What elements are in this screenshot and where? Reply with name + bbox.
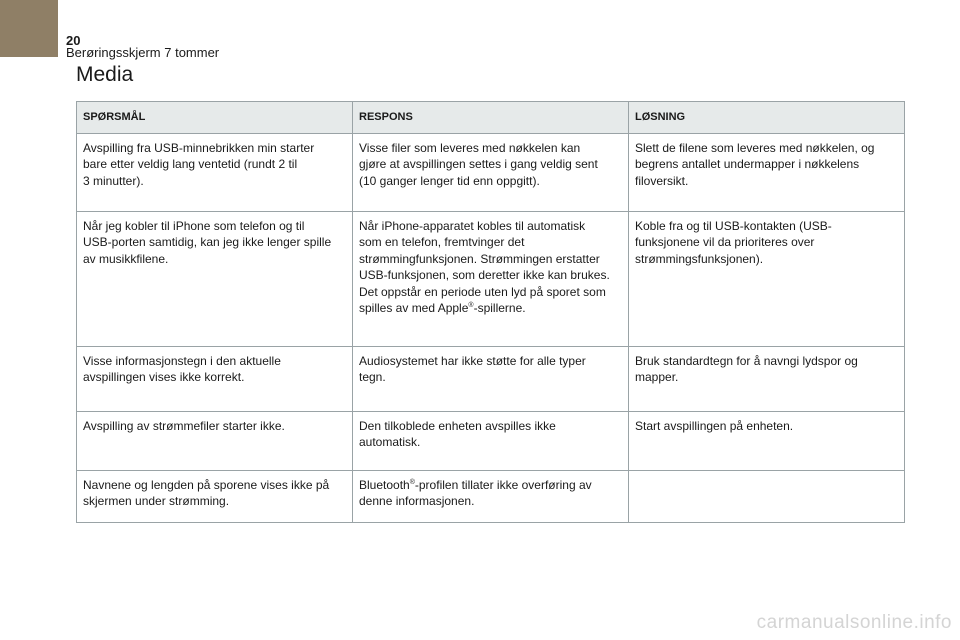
cell-line: Bruk standardtegn for å navngi lydspor o… — [635, 353, 858, 368]
cell-line: begrens antallet undermapper i nøkkelens — [635, 157, 860, 171]
cell-line: (10 ganger lenger tid enn oppgitt). — [359, 173, 540, 188]
cell-line: 3 minutter). — [83, 173, 144, 188]
cell-line: strømmingsfunksjonen). — [635, 251, 764, 266]
table-row: Visse informasjonstegn i den aktuelle avs… — [76, 345, 905, 412]
cell-response: Bluetooth®-profilen tillater ikke overfø… — [352, 469, 629, 523]
cell-line: denne informasjonen. — [359, 494, 475, 508]
header-solution: LØSNING — [628, 101, 905, 134]
cell-line: Når iPhone-apparatet kobles til automati… — [359, 218, 586, 233]
cell-question: Avspilling av strømmefiler starter ikke. — [76, 410, 353, 471]
cell-line: gjøre at avspillingen settes i gang veld… — [359, 157, 598, 171]
cell-line: bare etter veldig lang ventetid (rundt 2… — [83, 157, 298, 171]
cell-line: mapper. — [635, 370, 679, 384]
cell-response: Visse filer som leveres med nøkkelen kan… — [352, 132, 629, 212]
cell-response: Audiosystemet har ikke støtte for alle t… — [352, 345, 629, 412]
cell-line: Avspilling fra USB-minnebrikken min star… — [83, 140, 315, 155]
cell-response: Når iPhone-apparatet kobles til automati… — [352, 210, 629, 347]
cell-response: Den tilkoblede enheten avspilles ikke aut… — [352, 410, 629, 471]
table-row: Når jeg kobler til iPhone som telefon og… — [76, 210, 905, 347]
cell-line: Det oppstår en periode uten lyd på spore… — [359, 284, 606, 299]
cell-line: Navnene og lengden på sporene vises ikke… — [83, 477, 330, 492]
cell-line: Audiosystemet har ikke støtte for alle t… — [359, 353, 586, 368]
cell-line: USB-porten samtidig, kan jeg ikke lenger… — [83, 235, 332, 249]
cell-line: spilles av med Apple®-spillerne. — [359, 301, 526, 315]
cell-line: skjermen under strømming. — [83, 494, 230, 508]
troubleshooting-table: SPØRSMÅL RESPONS LØSNING Avspilling fra … — [76, 101, 905, 523]
header-question: SPØRSMÅL — [76, 101, 353, 134]
cell-line: avspillingen vises ikke korrekt. — [83, 370, 245, 384]
cell-line: automatisk. — [359, 435, 421, 449]
cell-line: strømmingfunksjonen. Strømmingen erstatt… — [359, 251, 600, 266]
table-row: Avspilling av strømmefiler starter ikke.… — [76, 410, 905, 471]
cell-line: Start avspillingen på enheten. — [635, 418, 794, 433]
cell-line: Slett de filene som leveres med nøkkelen… — [635, 140, 875, 155]
section-title: Berøringsskjerm 7 tommer — [66, 45, 220, 60]
cell-solution: Slett de filene som leveres med nøkkelen… — [628, 132, 905, 212]
header-response: RESPONS — [352, 101, 629, 134]
cell-line: USB-funksjonen, som deretter ikke kan br… — [359, 268, 610, 282]
cell-line: tegn. — [359, 370, 386, 384]
cell-line: filoversikt. — [635, 173, 689, 188]
cell-line: Bluetooth®-profilen tillater ikke overfø… — [359, 477, 592, 492]
cell-solution — [628, 469, 905, 523]
table-row: Avspilling fra USB-minnebrikken min star… — [76, 132, 905, 212]
cell-question: Navnene og lengden på sporene vises ikke… — [76, 469, 353, 523]
cell-line: Visse informasjonstegn i den aktuelle — [83, 353, 281, 368]
cell-question: Når jeg kobler til iPhone som telefon og… — [76, 210, 353, 347]
watermark: carmanualsonline.info — [756, 612, 952, 633]
cell-question: Visse informasjonstegn i den aktuelle avs… — [76, 345, 353, 412]
table-header-row: SPØRSMÅL RESPONS LØSNING — [76, 101, 905, 134]
cell-solution: Koble fra og til USB-kontakten (USB-funk… — [628, 210, 905, 347]
cell-line: Den tilkoblede enheten avspilles ikke — [359, 418, 556, 433]
cell-line: Avspilling av strømmefiler starter ikke. — [83, 418, 285, 433]
chapter-tab — [0, 0, 58, 57]
page-number: 20 — [66, 33, 81, 48]
cell-line: funksjonene vil da prioriteres over — [635, 235, 815, 249]
cell-line: Koble fra og til USB-kontakten (USB- — [635, 218, 832, 233]
cell-solution: Bruk standardtegn for å navngi lydspor o… — [628, 345, 905, 412]
cell-line: Når jeg kobler til iPhone som telefon og… — [83, 218, 305, 233]
table-row: Navnene og lengden på sporene vises ikke… — [76, 469, 905, 523]
cell-solution: Start avspillingen på enheten. — [628, 410, 905, 471]
cell-line: Visse filer som leveres med nøkkelen kan — [359, 140, 581, 155]
cell-line: av musikkfilene. — [83, 251, 169, 266]
cell-question: Avspilling fra USB-minnebrikken min star… — [76, 132, 353, 212]
cell-line: som en telefon, fremtvinger det — [359, 235, 525, 249]
page-title: Media — [76, 63, 134, 86]
